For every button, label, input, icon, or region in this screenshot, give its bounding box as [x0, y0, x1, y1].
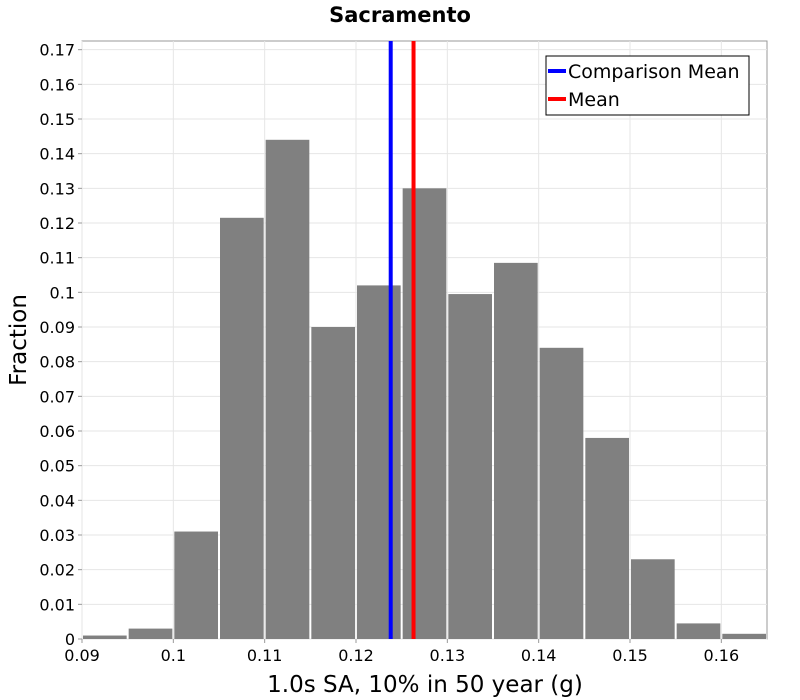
chart-title: Sacramento — [329, 3, 471, 27]
histogram-bar — [585, 437, 629, 639]
y-axis-label: Fraction — [6, 294, 32, 386]
x-tick-label: 0.15 — [612, 646, 648, 665]
y-tick-label: 0.13 — [39, 179, 75, 198]
y-tick-label: 0.08 — [39, 353, 75, 372]
y-tick-label: 0.01 — [39, 595, 75, 614]
x-ticks: 0.09 0.1 0.11 0.12 0.13 0.14 0.15 0.16 — [64, 639, 739, 665]
histogram-bar — [676, 623, 721, 639]
y-tick-label: 0 — [65, 630, 75, 649]
x-tick-label: 0.1 — [161, 646, 186, 665]
mean-lines — [388, 41, 416, 639]
histogram-bar — [357, 285, 401, 639]
y-tick-label: 0.02 — [39, 561, 75, 580]
x-tick-label: 0.11 — [247, 646, 283, 665]
histogram-bar — [83, 635, 127, 639]
y-tick-label: 0.12 — [39, 214, 75, 233]
x-tick-label: 0.09 — [64, 646, 100, 665]
bars — [83, 139, 766, 640]
histogram-bar — [265, 139, 310, 640]
y-tick-label: 0.15 — [39, 110, 75, 129]
legend: Comparison Mean Mean — [545, 55, 750, 116]
histogram-bar — [539, 347, 584, 639]
histogram-bar — [128, 628, 173, 639]
x-tick-label: 0.16 — [704, 646, 740, 665]
y-tick-label: 0.1 — [50, 283, 75, 302]
x-tick-label: 0.13 — [430, 646, 466, 665]
histogram-bar — [220, 217, 264, 640]
y-tick-label: 0.03 — [39, 526, 75, 545]
y-tick-label: 0.07 — [39, 387, 75, 406]
y-tick-label: 0.14 — [39, 145, 75, 164]
legend-box — [545, 55, 750, 116]
histogram-bar — [494, 262, 538, 639]
histogram-bar — [174, 531, 218, 639]
histogram-bar — [722, 633, 766, 639]
y-tick-label: 0.04 — [39, 491, 75, 510]
histogram-bar — [448, 294, 492, 639]
y-tick-label: 0.16 — [39, 75, 75, 94]
x-tick-label: 0.12 — [338, 646, 374, 665]
histogram-bar — [402, 188, 447, 640]
y-tick-label: 0.09 — [39, 318, 75, 337]
histogram-bar — [631, 559, 675, 639]
y-tick-label: 0.17 — [39, 41, 75, 60]
x-tick-label: 0.14 — [521, 646, 557, 665]
y-tick-label: 0.11 — [39, 249, 75, 268]
histogram-bar — [311, 327, 355, 639]
legend-label: Mean — [568, 89, 620, 111]
y-tick-label: 0.05 — [39, 457, 75, 476]
legend-label: Comparison Mean — [568, 61, 740, 83]
y-tick-label: 0.06 — [39, 422, 75, 441]
y-ticks: 0 0.01 0.02 0.03 0.04 0.05 0.06 0.07 0.08 0.09 0.1… — [39, 41, 82, 649]
x-axis-label: 1.0s SA, 10% in 50 year (g) — [267, 672, 583, 698]
